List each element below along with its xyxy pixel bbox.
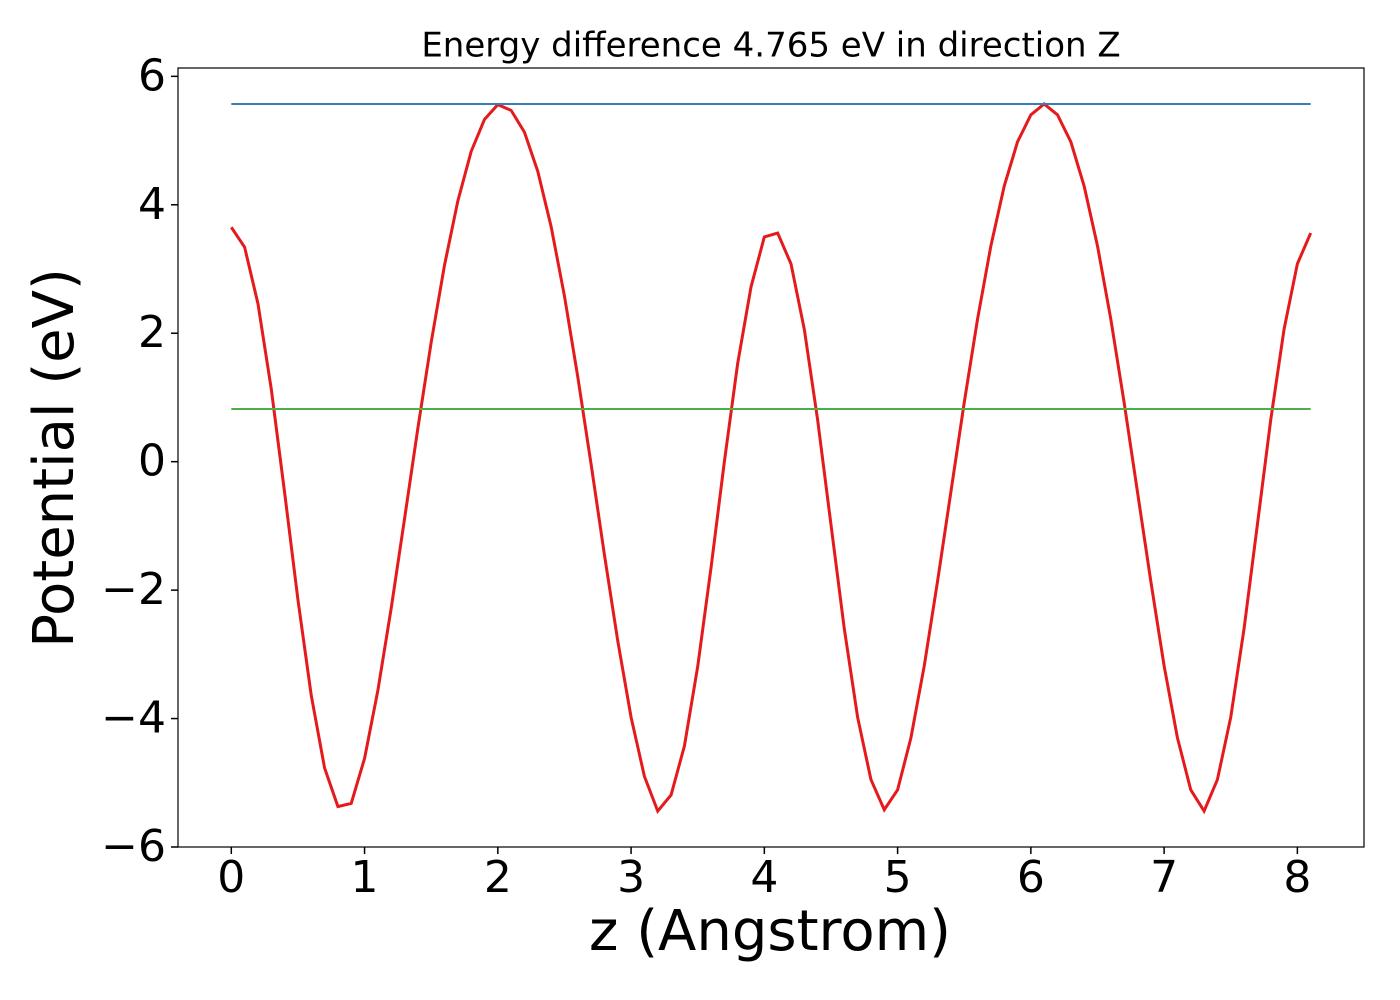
plot-frame [177, 67, 1365, 848]
y-tick-label: 4 [138, 179, 166, 230]
x-tick-label: 1 [351, 852, 379, 903]
y-tick-label: 2 [138, 307, 166, 358]
x-tick-label: 8 [1283, 852, 1311, 903]
y-tick-label: −4 [101, 693, 166, 744]
x-tick-label: 4 [750, 852, 778, 903]
x-tick-label: 3 [617, 852, 645, 903]
x-tick-label: 7 [1150, 852, 1178, 903]
y-tick-label: −2 [101, 564, 166, 615]
chart-title: Energy difference 4.765 eV in direction … [421, 26, 1120, 66]
x-tick-label: 2 [484, 852, 512, 903]
y-tick-label: −6 [101, 821, 166, 872]
x-tick-label: 5 [884, 852, 912, 903]
x-axis-label: z (Angstrom) [589, 899, 951, 964]
y-tick-label: 6 [138, 50, 166, 101]
y-tick-label: 0 [138, 436, 166, 487]
x-tick-label: 6 [1017, 852, 1045, 903]
data-line [230, 102, 1313, 815]
x-tick-label: 0 [217, 852, 245, 903]
y-axis-label: Potential (eV) [22, 268, 87, 648]
